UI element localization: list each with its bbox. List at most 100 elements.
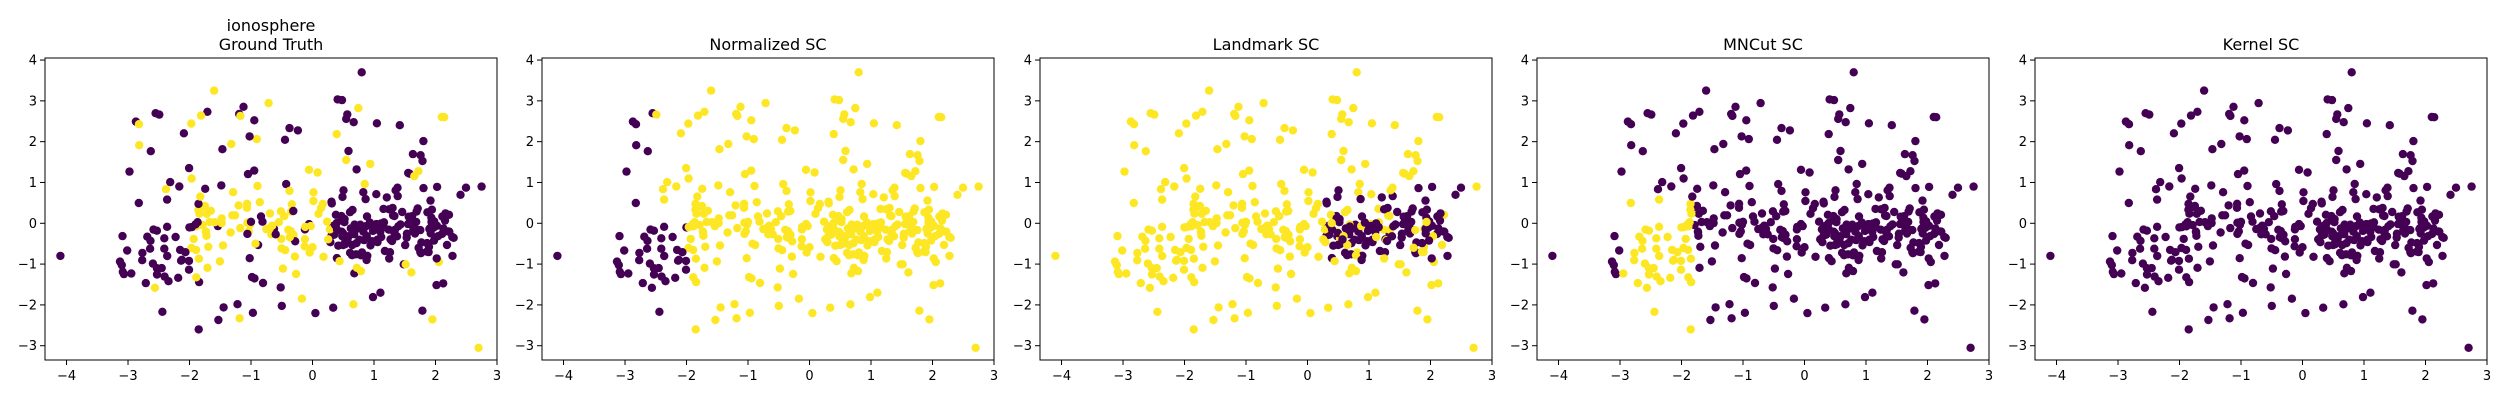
y-tick-label: 2	[29, 135, 37, 150]
x-tick-label: −4	[57, 369, 76, 384]
scatter-point	[715, 145, 724, 154]
scatter-point	[1728, 111, 1737, 121]
scatter-point	[752, 198, 761, 207]
scatter-point	[691, 254, 701, 263]
scatter-point	[255, 198, 264, 207]
scatter-point	[846, 300, 855, 309]
scatter-point	[236, 223, 245, 233]
scatter-point	[2333, 235, 2342, 244]
scatter-point	[1869, 232, 1878, 242]
scatter-point	[329, 303, 338, 312]
scatter-point	[357, 68, 366, 77]
scatter-point	[388, 211, 398, 220]
scatter-point	[904, 268, 913, 277]
scatter-point	[2283, 126, 2293, 135]
scatter-point	[1747, 198, 1757, 207]
scatter-point	[775, 264, 785, 273]
scatter-point	[2184, 325, 2193, 334]
scatter-point	[2409, 183, 2418, 193]
scatter-point	[423, 208, 432, 217]
scatter-point	[681, 163, 691, 173]
scatter-point	[246, 217, 256, 226]
scatter-point	[698, 184, 707, 193]
scatter-point	[339, 186, 348, 195]
scatter-point	[929, 182, 939, 192]
panel-title: ionosphere	[227, 16, 316, 35]
scatter-point	[1419, 247, 1428, 257]
scatter-point	[716, 303, 725, 312]
x-tick-label: −3	[1610, 369, 1629, 384]
scatter-point	[343, 110, 352, 119]
scatter-point	[1280, 233, 1290, 242]
scatter-point	[1357, 231, 1367, 241]
panel-2: Normalized SC −4 −3 −2 −1 0 1 2 3 −3 −2 −1 0 1 2 3 4	[515, 35, 998, 384]
scatter-point	[1739, 272, 1749, 282]
scatter-point	[874, 232, 883, 242]
scatter-point	[233, 300, 242, 309]
scatter-point	[2242, 134, 2251, 144]
scatter-point	[1409, 243, 1418, 252]
panel-3: Landmark SC −4 −3 −2 −1 0 1 2 3 −3 −2 −1 0 1 2 3 4	[1013, 35, 1496, 384]
scatter-point	[740, 229, 749, 239]
scatter-point	[418, 156, 427, 166]
scatter-point	[1334, 186, 1343, 195]
scatter-point	[1231, 111, 1240, 121]
scatter-point	[2333, 110, 2342, 119]
scatter-point	[2125, 141, 2134, 150]
scatter-point	[1884, 232, 1894, 241]
scatter-point	[2192, 231, 2201, 240]
scatter-point	[1327, 218, 1336, 228]
scatter-point	[205, 217, 214, 227]
scatter-point	[858, 194, 867, 204]
scatter-point	[1411, 225, 1420, 235]
scatter-point	[829, 129, 838, 139]
scatter-point	[1184, 234, 1193, 244]
y-tick-label: 3	[1024, 94, 1032, 109]
scatter-point	[1750, 278, 1760, 288]
scatter-point	[1145, 283, 1155, 292]
scatter-point	[945, 251, 954, 261]
scatter-point	[1422, 217, 1431, 227]
scatter-point	[733, 111, 742, 121]
scatter-point	[1191, 111, 1201, 120]
scatter-point	[1953, 183, 1963, 192]
scatter-point	[889, 232, 899, 241]
scatter-point	[1840, 240, 1849, 250]
scatter-point	[1826, 241, 1835, 250]
scatter-point	[2208, 145, 2217, 154]
scatter-point	[1652, 234, 1661, 243]
scatter-point	[1738, 217, 1748, 226]
scatter-point	[2398, 149, 2408, 159]
scatter-point	[1338, 235, 1347, 244]
scatter-point	[356, 251, 366, 260]
scatter-point	[1924, 280, 1933, 290]
scatter-point	[2291, 222, 2300, 232]
scatter-point	[2226, 223, 2235, 233]
scatter-point	[1141, 147, 1151, 156]
y-tick-label: −3	[1013, 339, 1032, 354]
scatter-point	[2391, 240, 2400, 250]
scatter-point	[1245, 166, 1254, 175]
scatter-point	[1317, 217, 1327, 226]
scatter-point	[2414, 247, 2423, 257]
scatter-point	[1285, 252, 1295, 261]
scatter-point	[2366, 288, 2375, 297]
scatter-point	[1367, 119, 1377, 128]
scatter-point	[1157, 222, 1167, 231]
scatter-point	[2375, 248, 2385, 257]
scatter-point	[251, 239, 260, 248]
scatter-point	[258, 217, 267, 226]
y-tick-label: 2	[526, 135, 534, 150]
y-tick-label: 4	[29, 54, 37, 69]
scatter-point	[2314, 235, 2323, 244]
scatter-point	[672, 182, 681, 191]
scatter-point	[1322, 199, 1332, 208]
scatter-point	[762, 209, 772, 218]
scatter-point	[2117, 269, 2126, 278]
scatter-point	[1413, 156, 1422, 166]
scatter-point	[2402, 207, 2411, 216]
scatter-point	[2267, 234, 2276, 244]
scatter-point	[2299, 196, 2308, 206]
scatter-point	[2346, 251, 2356, 260]
scatter-point	[624, 269, 633, 278]
